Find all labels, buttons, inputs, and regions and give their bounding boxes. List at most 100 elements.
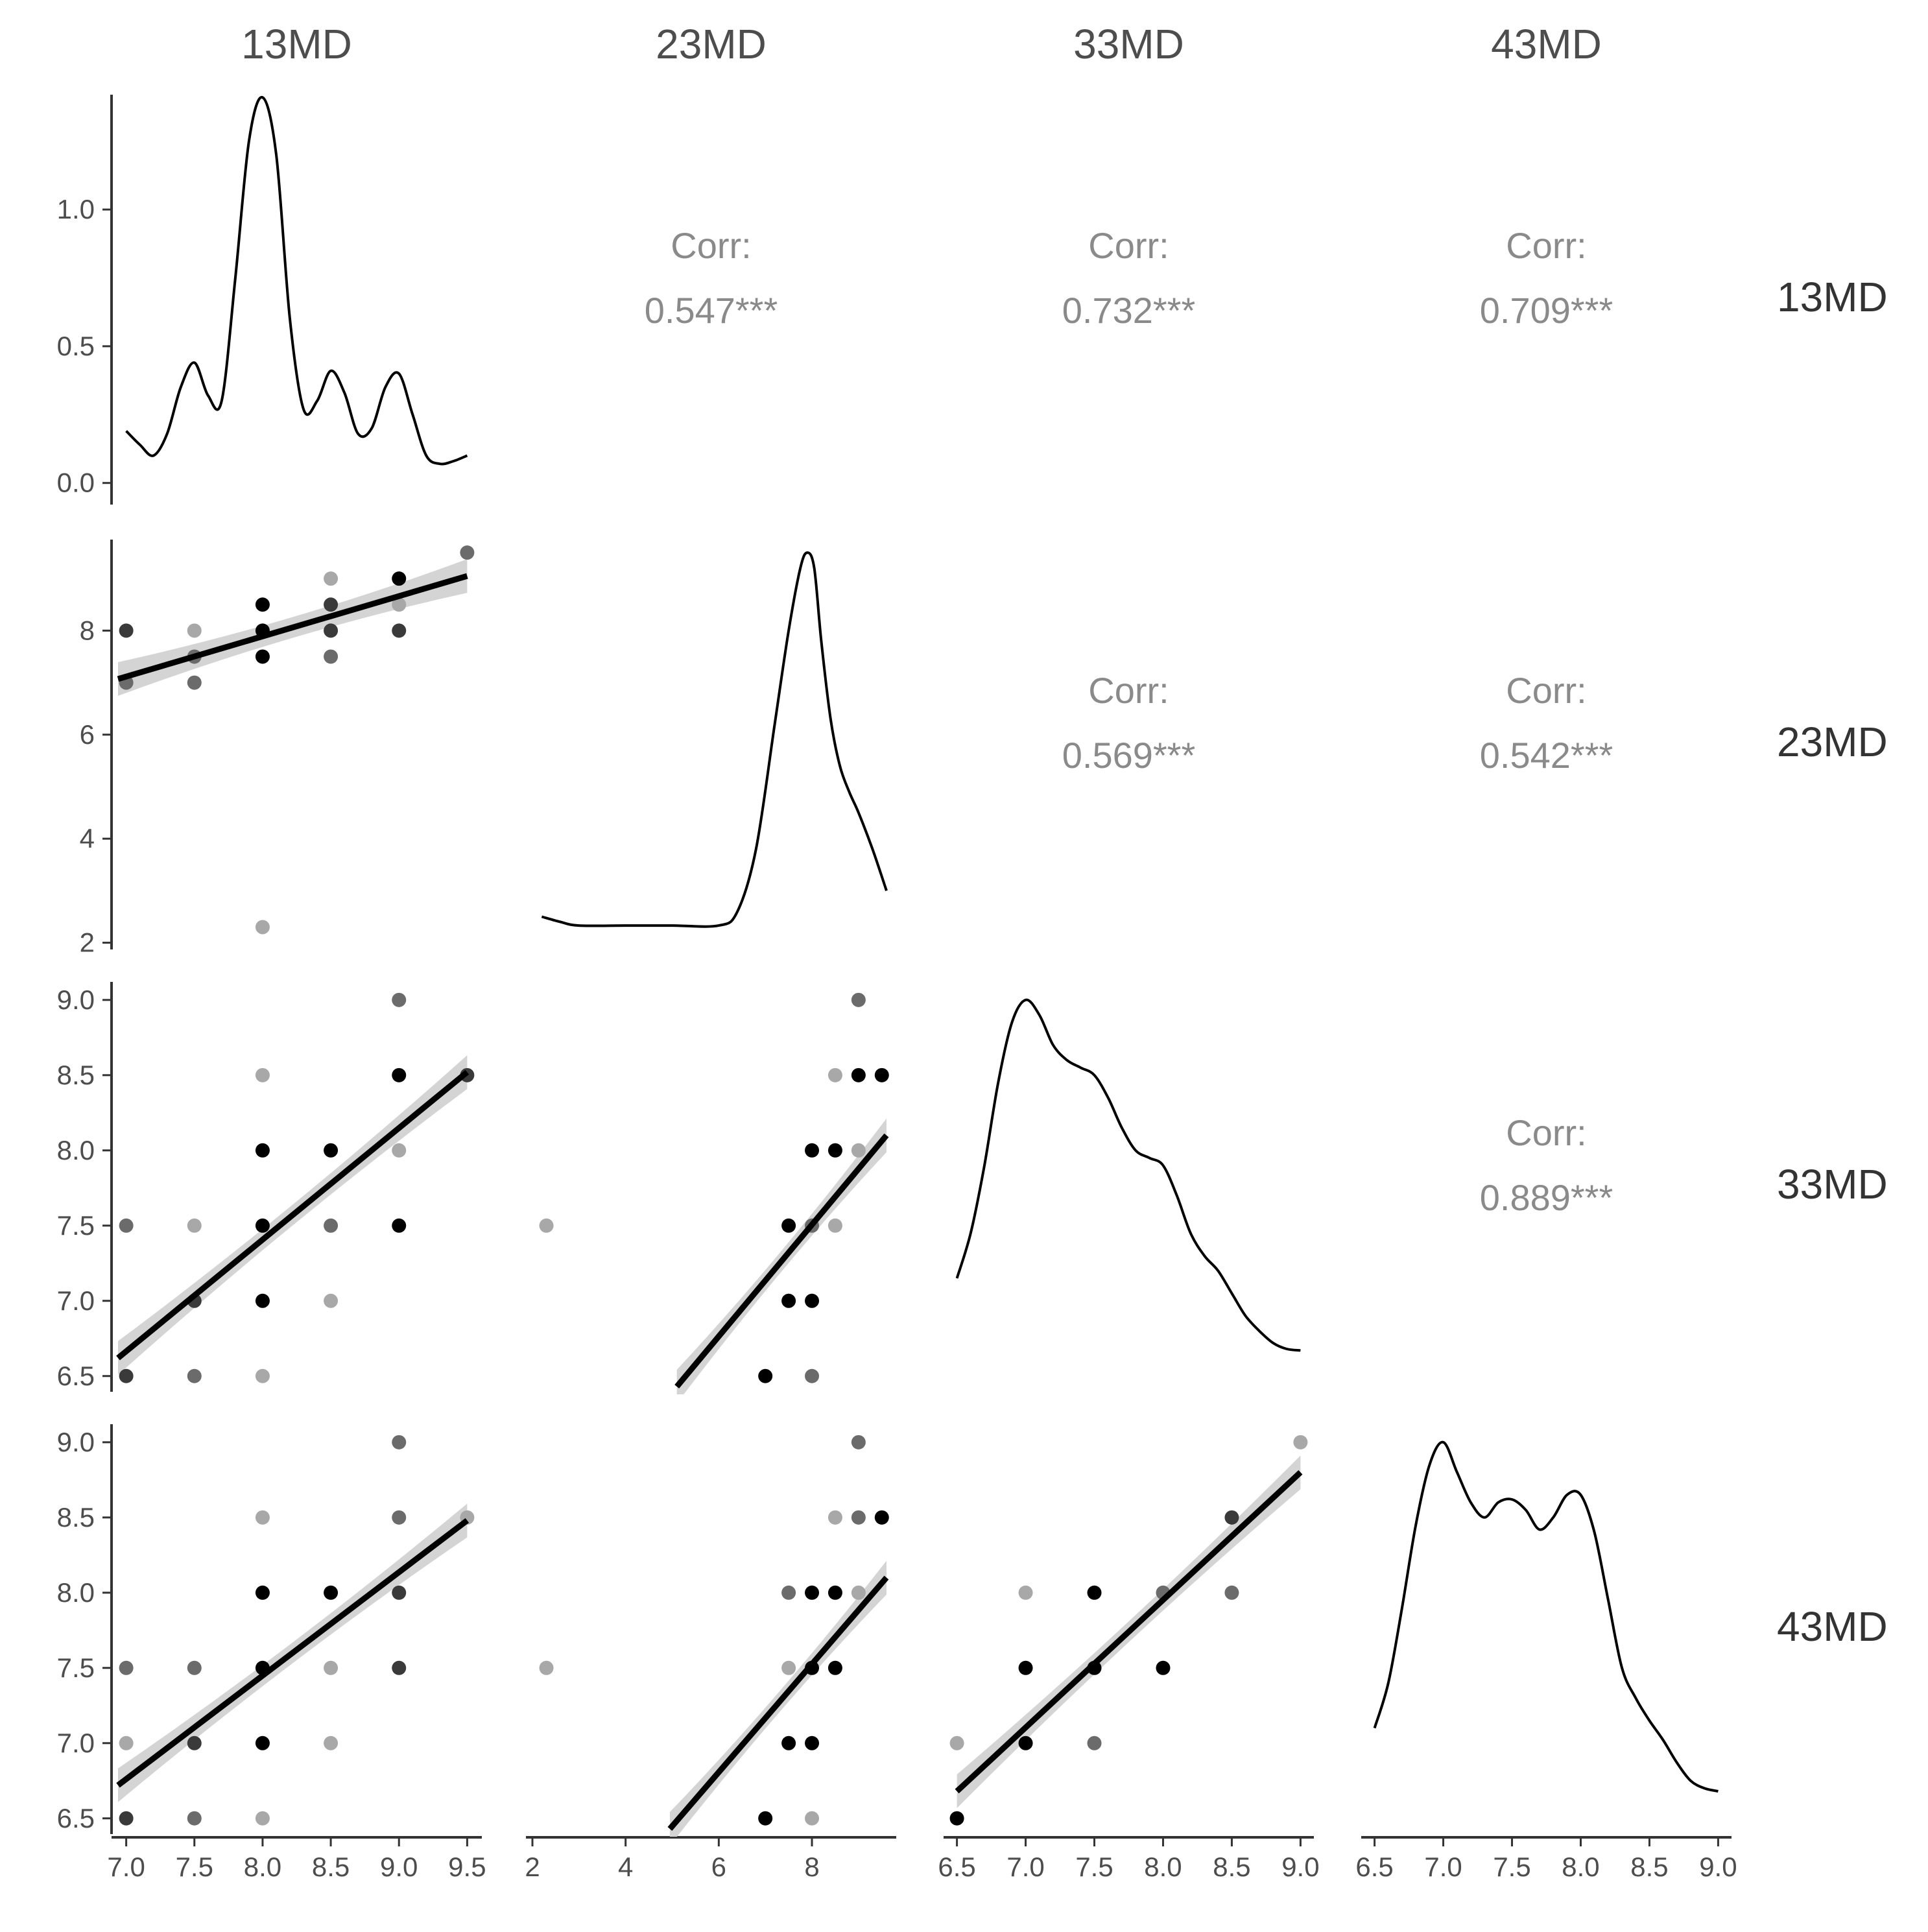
row-header-33md: 33MD bbox=[1777, 1161, 1888, 1208]
x-tick-label: 9.0 bbox=[1281, 1852, 1319, 1882]
scatter-plot-area bbox=[117, 545, 475, 935]
x-tick-label: 4 bbox=[618, 1852, 633, 1882]
data-point bbox=[255, 1143, 270, 1158]
corr-value: 0.709*** bbox=[1480, 290, 1613, 331]
data-point bbox=[255, 1293, 270, 1308]
y-tick-label: 9.0 bbox=[57, 1427, 95, 1457]
density-curve-33MD bbox=[955, 998, 1301, 1352]
corr-label: Corr: bbox=[671, 225, 751, 266]
data-point bbox=[851, 1435, 866, 1449]
data-point bbox=[1293, 1435, 1308, 1449]
column-header-23md: 23MD bbox=[656, 21, 767, 67]
row-header-43md: 43MD bbox=[1777, 1603, 1888, 1650]
data-point bbox=[392, 1218, 407, 1233]
y-tick-label: 6.5 bbox=[57, 1361, 95, 1391]
data-point bbox=[392, 571, 407, 586]
x-tick-label: 6.5 bbox=[1355, 1852, 1393, 1882]
y-tick-label: 7.5 bbox=[57, 1652, 95, 1683]
x-tick-label: 7.5 bbox=[176, 1852, 213, 1882]
x-tick-label: 7.5 bbox=[1493, 1852, 1530, 1882]
x-axis-col-3: 6.5 7.0 7.5 8.0 8.5 9.0 bbox=[938, 1836, 1320, 1882]
y-tick-label: 7.0 bbox=[57, 1285, 95, 1316]
data-point bbox=[1018, 1660, 1033, 1675]
data-point bbox=[187, 1735, 202, 1750]
y-tick-label: 9.0 bbox=[57, 984, 95, 1015]
data-point bbox=[874, 1510, 889, 1525]
scatter-panel-43MD-33MD bbox=[949, 1435, 1308, 1826]
data-point bbox=[805, 1293, 820, 1308]
x-tick-label: 7.0 bbox=[1424, 1852, 1462, 1882]
x-tick-label: 2 bbox=[525, 1852, 540, 1882]
y-tick-label: 0.0 bbox=[57, 468, 95, 498]
x-tick-label: 7.0 bbox=[1006, 1852, 1044, 1882]
corr-label: Corr: bbox=[1506, 225, 1586, 266]
y-tick-label: 1.0 bbox=[57, 194, 95, 224]
density-curve-13MD bbox=[125, 96, 468, 466]
y-tick-label: 8.5 bbox=[57, 1502, 95, 1532]
data-point bbox=[324, 1293, 339, 1308]
data-point bbox=[392, 1510, 407, 1525]
corr-label: Corr: bbox=[1506, 1112, 1586, 1153]
data-point bbox=[255, 920, 270, 935]
x-tick-label: 8.5 bbox=[1630, 1852, 1668, 1882]
corr-value: 0.732*** bbox=[1062, 290, 1196, 331]
data-point bbox=[781, 1218, 796, 1233]
x-tick-label: 6.5 bbox=[938, 1852, 975, 1882]
regression-line bbox=[667, 1575, 889, 1831]
data-point bbox=[827, 1660, 842, 1675]
data-point bbox=[460, 545, 475, 560]
data-point bbox=[851, 1143, 866, 1158]
data-point bbox=[851, 1510, 866, 1525]
x-tick-label: 8.0 bbox=[244, 1852, 281, 1882]
density-curve-23MD bbox=[541, 551, 888, 928]
data-point bbox=[949, 1811, 964, 1826]
corr-value: 0.889*** bbox=[1480, 1177, 1613, 1218]
row-headers: 13MD 23MD 33MD 43MD bbox=[1777, 274, 1888, 1650]
y-tick-label: 2 bbox=[80, 927, 95, 958]
corr-panel-13MD-33MD: Corr: 0.732*** bbox=[1062, 225, 1196, 331]
data-point bbox=[827, 1067, 842, 1082]
data-point bbox=[119, 623, 134, 638]
data-point bbox=[1224, 1510, 1239, 1525]
data-point bbox=[781, 1660, 796, 1675]
y-axis-row-2: 2 4 6 8 bbox=[80, 540, 113, 958]
y-tick-label: 6 bbox=[80, 719, 95, 750]
data-point bbox=[255, 1735, 270, 1750]
data-point bbox=[187, 623, 202, 638]
data-point bbox=[255, 1811, 270, 1826]
x-tick-label: 8.0 bbox=[1144, 1852, 1182, 1882]
data-point bbox=[392, 1143, 407, 1158]
data-point bbox=[1087, 1585, 1102, 1600]
x-axis-col-1: 7.0 7.5 8.0 8.5 9.0 9.5 bbox=[107, 1836, 486, 1882]
data-point bbox=[874, 1067, 889, 1082]
x-axis-col-2: 2 4 6 8 bbox=[525, 1836, 896, 1882]
data-point bbox=[324, 571, 339, 586]
column-header-33md: 33MD bbox=[1073, 21, 1184, 67]
data-point bbox=[255, 1585, 270, 1600]
data-point bbox=[255, 597, 270, 612]
data-point bbox=[851, 1067, 866, 1082]
y-tick-label: 8.0 bbox=[57, 1135, 95, 1165]
data-point bbox=[255, 1218, 270, 1233]
column-header-13md: 13MD bbox=[241, 21, 352, 67]
scatter-plot-area bbox=[116, 1435, 475, 1826]
data-point bbox=[781, 1585, 796, 1600]
y-tick-label: 7.5 bbox=[57, 1210, 95, 1241]
data-point bbox=[324, 1735, 339, 1750]
y-tick-label: 8.5 bbox=[57, 1060, 95, 1090]
data-point bbox=[187, 1660, 202, 1675]
data-point bbox=[392, 1585, 407, 1600]
data-point bbox=[851, 992, 866, 1007]
data-point bbox=[539, 1660, 554, 1675]
y-tick-label: 4 bbox=[80, 823, 95, 853]
x-tick-label: 9.0 bbox=[380, 1852, 418, 1882]
corr-label: Corr: bbox=[1088, 670, 1169, 711]
data-point bbox=[827, 1143, 842, 1158]
column-headers: 13MD 23MD 33MD 43MD bbox=[241, 21, 1602, 67]
scatter-panel-43MD-13MD bbox=[116, 1435, 475, 1826]
data-point bbox=[827, 1585, 842, 1600]
x-tick-label: 8.0 bbox=[1562, 1852, 1599, 1882]
scatter-panel-43MD-23MD bbox=[539, 1435, 889, 1837]
data-point bbox=[255, 649, 270, 664]
